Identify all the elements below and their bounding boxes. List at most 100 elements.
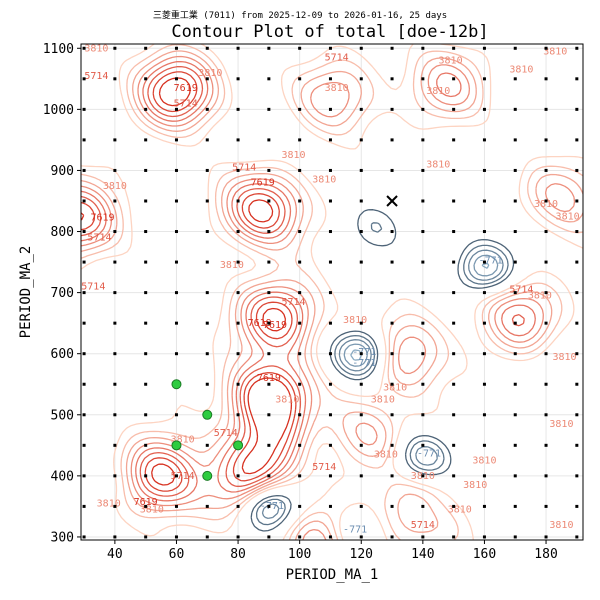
y-tick-label: 700	[51, 286, 74, 301]
sample-point	[359, 352, 363, 356]
sample-point	[421, 77, 425, 81]
sample-point	[174, 168, 178, 172]
sample-point	[359, 443, 363, 447]
sample-point	[174, 413, 178, 417]
sample-point	[482, 474, 486, 478]
sample-point	[205, 138, 209, 142]
sample-point	[144, 474, 148, 478]
sample-point	[452, 168, 456, 172]
sample-point	[82, 321, 86, 325]
sample-point	[513, 443, 517, 447]
sample-point	[513, 474, 517, 478]
sample-point	[205, 443, 209, 447]
highlight-point	[171, 440, 182, 451]
sample-point	[205, 535, 209, 539]
sample-point	[452, 474, 456, 478]
sample-point	[328, 535, 332, 539]
positive-contour	[81, 44, 583, 540]
sample-point	[359, 504, 363, 508]
x-tick-label: 80	[230, 547, 246, 562]
axis-ticks: 40 60 80 100 120 140 160 180 300 400 500 600 700 800 9…	[43, 42, 558, 562]
contour-label: 5714	[174, 98, 198, 109]
sample-point	[174, 352, 178, 356]
sample-point	[544, 504, 548, 508]
contour-label: 3810	[374, 450, 398, 461]
sample-point	[205, 504, 209, 508]
sample-point	[298, 168, 302, 172]
sample-point	[421, 443, 425, 447]
contour-label: 3810	[281, 150, 305, 161]
sample-point	[544, 77, 548, 81]
sample-point	[113, 46, 117, 50]
sample-point	[236, 504, 240, 508]
contour-label: 3810	[312, 175, 336, 186]
sample-point	[482, 199, 486, 203]
sample-point	[482, 260, 486, 264]
sample-point	[113, 382, 117, 386]
sample-point	[174, 199, 178, 203]
sample-point	[236, 230, 240, 234]
sample-point	[421, 199, 425, 203]
sample-point	[575, 474, 579, 478]
sample-point	[390, 535, 394, 539]
highlight-point	[171, 379, 182, 390]
sample-point	[174, 107, 178, 111]
sample-point	[328, 168, 332, 172]
sample-point	[328, 443, 332, 447]
sample-point	[421, 413, 425, 417]
sample-point	[575, 107, 579, 111]
sample-point	[513, 260, 517, 264]
sample-point	[82, 352, 86, 356]
sample-point	[113, 199, 117, 203]
contour-label: 3810	[552, 352, 576, 363]
sample-point	[267, 199, 271, 203]
sample-point	[298, 46, 302, 50]
contour-label: 7619	[174, 83, 198, 94]
sample-point	[144, 443, 148, 447]
sample-point	[513, 382, 517, 386]
sample-point	[205, 107, 209, 111]
x-tick-label: 180	[534, 547, 557, 562]
sample-point	[359, 260, 363, 264]
sample-point	[390, 168, 394, 172]
contour-label: 3810	[549, 419, 573, 430]
contour-label: 3810	[84, 43, 108, 54]
sample-point	[359, 168, 363, 172]
sample-point	[328, 260, 332, 264]
sample-point	[359, 77, 363, 81]
x-tick-label: 60	[169, 547, 185, 562]
sample-point	[390, 291, 394, 295]
sample-point	[575, 382, 579, 386]
sample-point	[421, 382, 425, 386]
positive-contour	[81, 71, 297, 492]
contour-label: 3810	[509, 65, 533, 76]
x-tick-label: 40	[107, 547, 123, 562]
sample-point	[544, 291, 548, 295]
sample-point	[113, 474, 117, 478]
sample-point	[482, 230, 486, 234]
sample-point	[205, 77, 209, 81]
sample-point	[298, 474, 302, 478]
sample-point	[328, 504, 332, 508]
contour-label: 3810	[275, 395, 299, 406]
sample-point	[513, 413, 517, 417]
sample-point	[390, 321, 394, 325]
sample-point	[144, 107, 148, 111]
contour-label: 5714	[411, 520, 435, 531]
contour-label: 5714	[232, 162, 256, 173]
sample-point	[359, 474, 363, 478]
sample-point	[82, 504, 86, 508]
sample-point	[421, 535, 425, 539]
sample-point	[236, 168, 240, 172]
sample-point	[113, 77, 117, 81]
sample-point	[575, 168, 579, 172]
sample-point	[575, 138, 579, 142]
sample-point	[328, 77, 332, 81]
sample-point	[82, 443, 86, 447]
sample-point	[267, 321, 271, 325]
sample-point	[452, 230, 456, 234]
sample-point	[328, 352, 332, 356]
contour-label: 3810	[426, 159, 450, 170]
sample-point	[328, 138, 332, 142]
